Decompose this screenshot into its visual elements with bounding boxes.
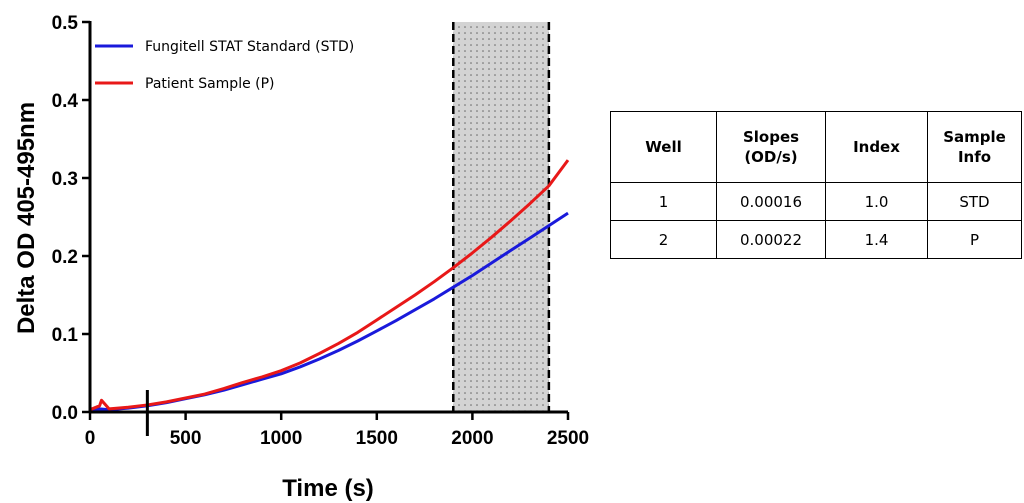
y-tick-label: 0.4 <box>52 91 79 112</box>
table-row: 1 0.00016 1.0 STD <box>610 182 1022 221</box>
legend-label-1: Fungitell STAT Standard (STD) <box>145 39 354 55</box>
y-tick-label: 0.3 <box>52 169 78 190</box>
series-line-2 <box>89 159 570 412</box>
table-cell-sample: STD <box>927 182 1022 221</box>
axes <box>82 20 570 436</box>
y-axis-title: Delta OD 405-495nm <box>13 102 40 334</box>
table-cell-slope: 0.00022 <box>716 220 826 259</box>
header-sample-info: Sample Info <box>927 111 1022 183</box>
header-slopes-line2: (OD/s) <box>744 148 798 166</box>
header-sample-line2: Info <box>957 148 992 166</box>
x-tick-label: 0 <box>85 428 96 449</box>
table-row: 2 0.00022 1.4 P <box>610 220 1022 259</box>
shaded-region-fill <box>453 22 549 412</box>
header-slopes-line1: Slopes <box>742 127 800 146</box>
table-header-row: Well Slopes (OD/s) Index Sample Info <box>610 111 1022 183</box>
header-slopes: Slopes (OD/s) <box>716 111 826 183</box>
header-sample-line1: Sample <box>943 127 1006 146</box>
table-cell-well: 1 <box>610 182 717 221</box>
x-tick-label: 1500 <box>356 428 398 449</box>
series-layer <box>89 159 570 412</box>
x-axis-title: Time (s) <box>282 475 374 502</box>
y-tick-label: 0.5 <box>52 13 79 34</box>
tick-labels: 0.0 0.1 0.2 0.3 0.4 0.5 0 500 1000 1500 2000 2500 <box>52 13 590 449</box>
results-table: Well Slopes (OD/s) Index Sample Info 1 0.0… <box>610 111 1022 259</box>
table-cell-index: 1.0 <box>825 182 928 221</box>
x-tick-label: 2500 <box>547 428 589 449</box>
header-well: Well <box>610 111 717 183</box>
table-cell-well: 2 <box>610 220 717 259</box>
y-tick-label: 0.2 <box>52 247 78 268</box>
x-tick-label: 500 <box>170 428 202 449</box>
header-index-text: Index <box>853 137 900 156</box>
x-tick-label: 1000 <box>260 428 302 449</box>
header-well-text: Well <box>645 137 682 156</box>
x-tick-label: 2000 <box>451 428 493 449</box>
header-index: Index <box>825 111 928 183</box>
y-tick-label: 0.0 <box>52 403 78 424</box>
table-cell-index: 1.4 <box>825 220 928 259</box>
legend: Fungitell STAT Standard (STD) Patient Sam… <box>95 39 354 92</box>
table-cell-sample: P <box>927 220 1022 259</box>
legend-label-2: Patient Sample (P) <box>145 76 275 92</box>
shaded-region <box>452 22 551 412</box>
table-cell-slope: 0.00016 <box>716 182 826 221</box>
line-chart: 0.0 0.1 0.2 0.3 0.4 0.5 0 500 1000 1500 2000 2500 T… <box>13 13 590 502</box>
y-tick-label: 0.1 <box>52 325 79 346</box>
